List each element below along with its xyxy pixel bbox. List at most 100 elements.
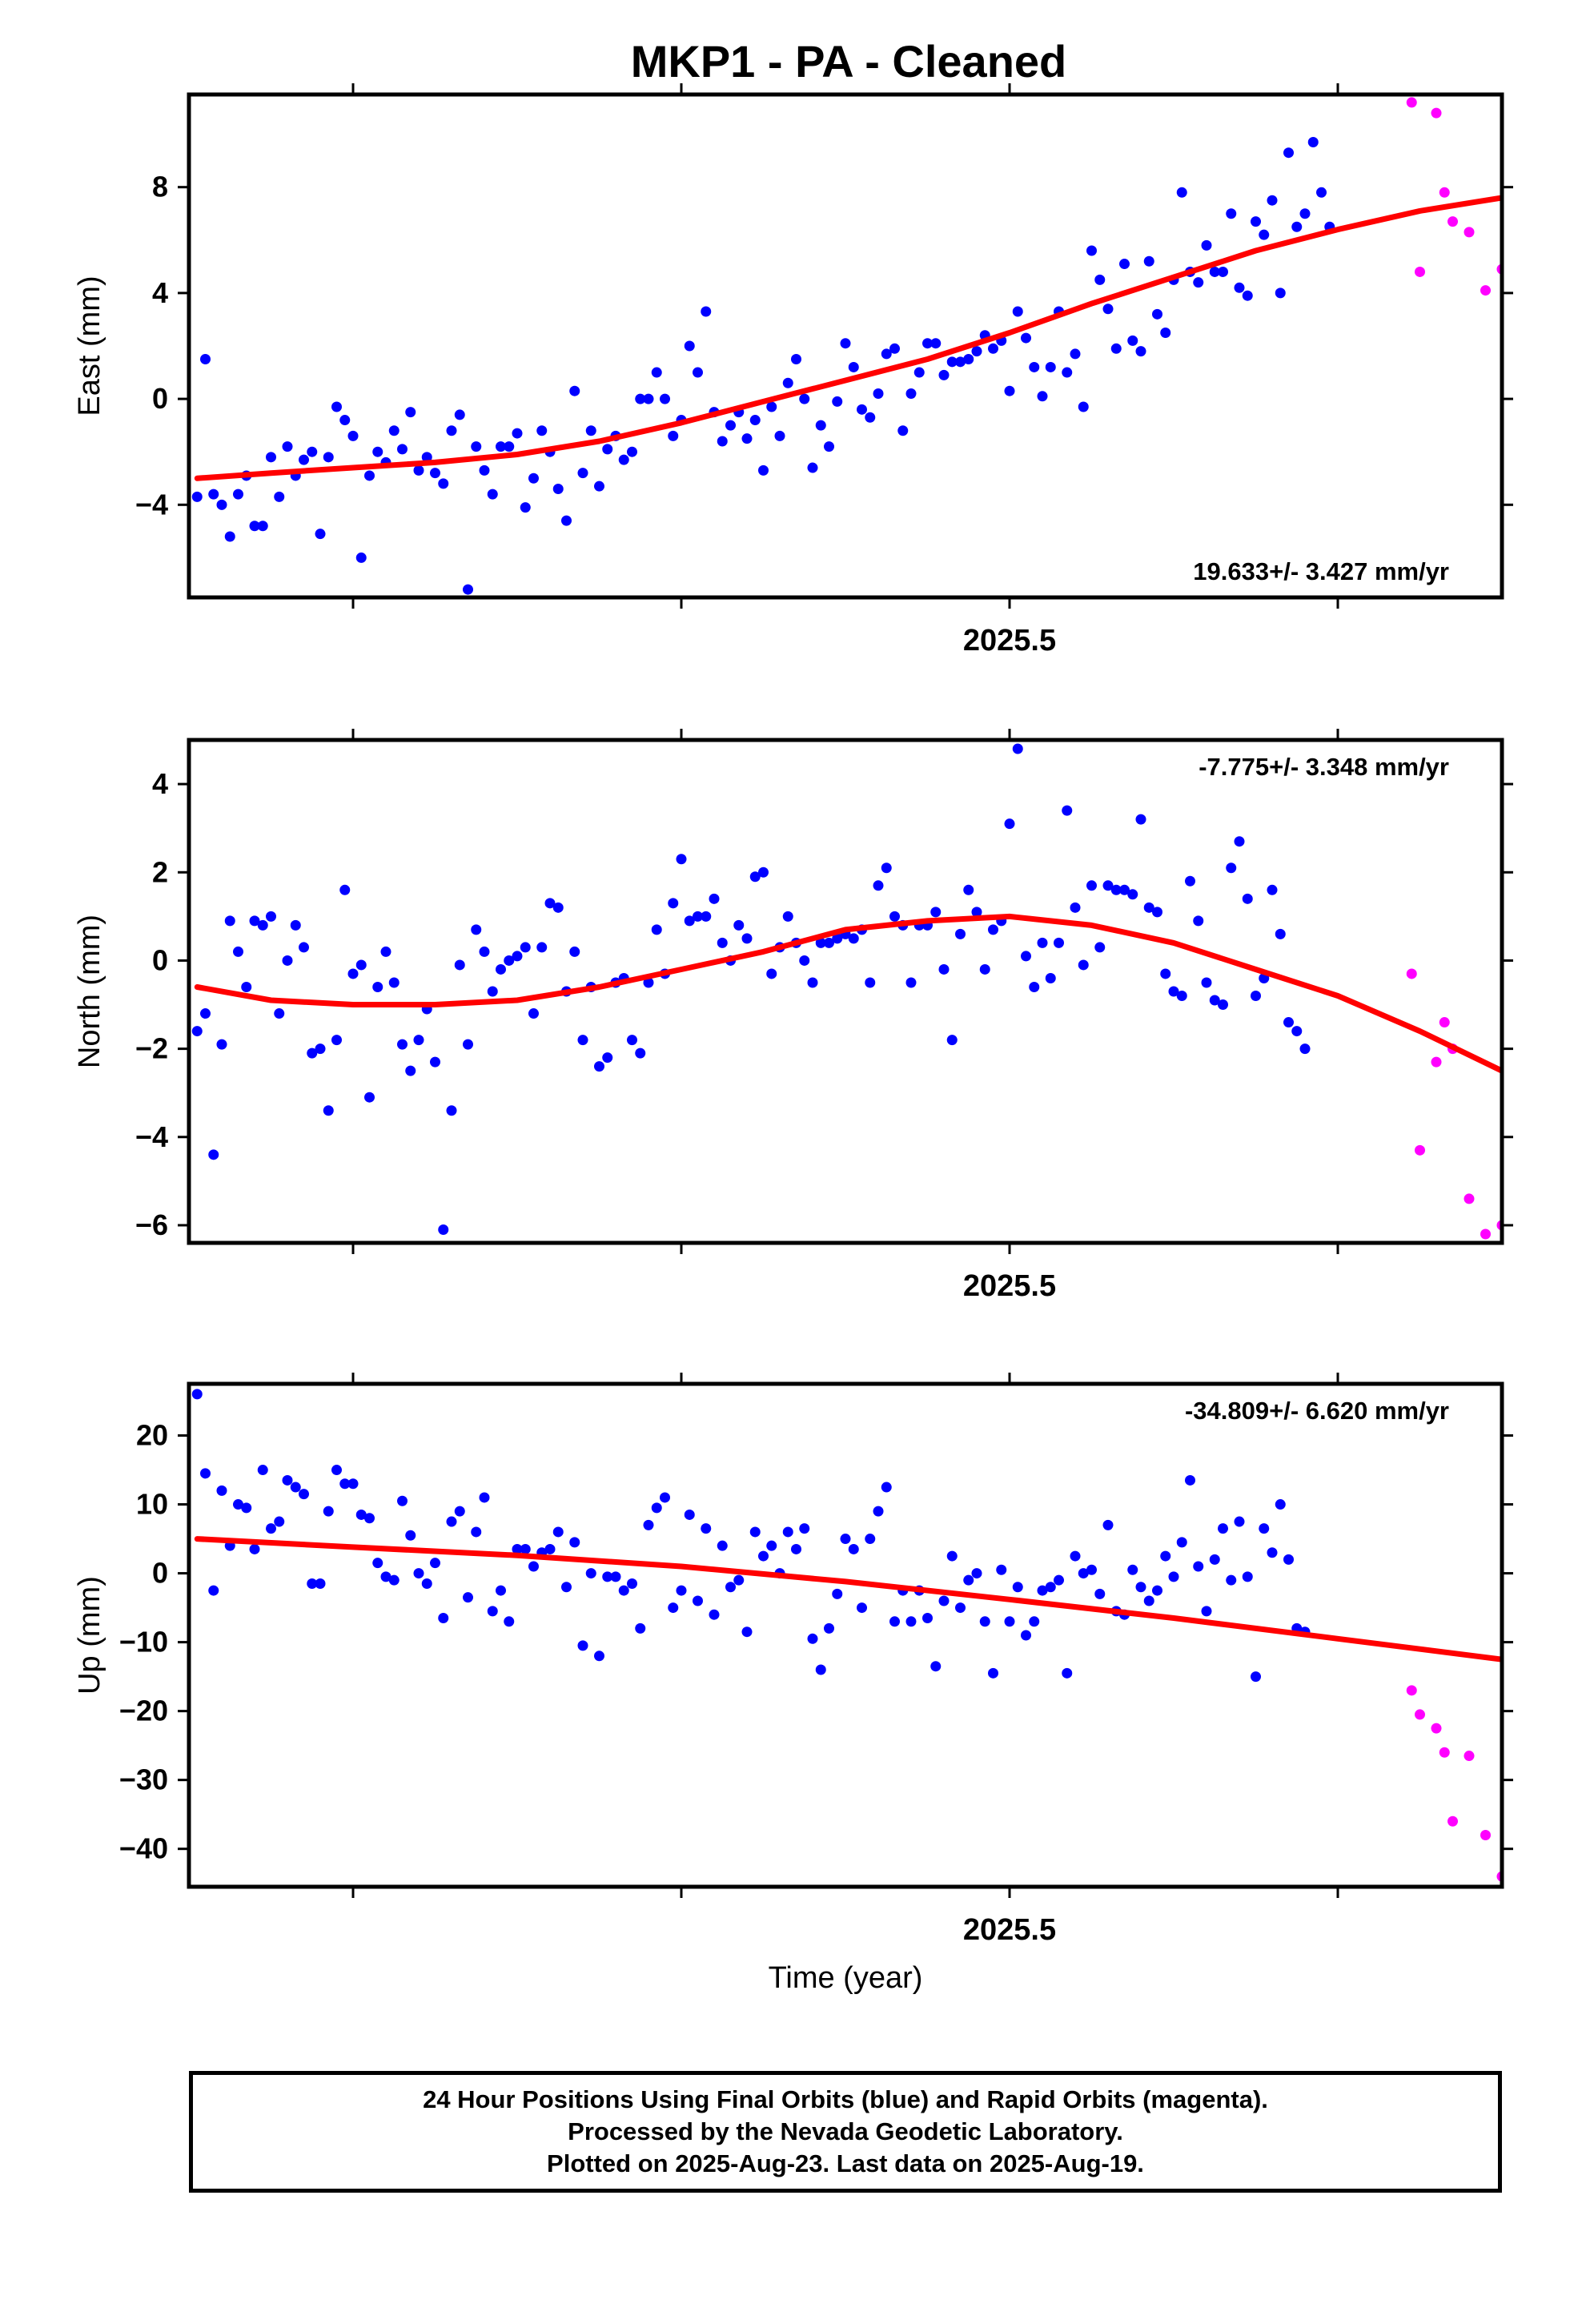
- final-orbit-point: [224, 915, 235, 927]
- final-orbit-point: [799, 393, 810, 404]
- y-tick-label: 4: [152, 276, 168, 309]
- final-orbit-point: [725, 1582, 736, 1593]
- final-orbit-point: [257, 1465, 268, 1476]
- final-orbit-point: [307, 1047, 318, 1059]
- fit-curve: [194, 1536, 1502, 1663]
- final-orbit-point: [552, 1526, 564, 1538]
- final-orbit-point: [413, 1035, 424, 1046]
- y-tick-label: −6: [135, 1208, 168, 1241]
- final-orbit-point: [766, 401, 777, 412]
- final-orbit-point: [282, 441, 293, 452]
- final-orbit-point: [208, 1149, 219, 1160]
- rapid-orbit-point: [1439, 187, 1450, 198]
- final-orbit-point: [1045, 972, 1056, 983]
- final-orbit-point: [1012, 743, 1023, 754]
- final-orbit-point: [1070, 902, 1081, 913]
- final-orbit-point: [717, 1540, 728, 1551]
- final-orbit-point: [1251, 1671, 1261, 1683]
- final-orbit-point: [496, 1585, 506, 1596]
- final-orbit-point: [1193, 915, 1204, 927]
- final-orbit-point: [1168, 986, 1179, 997]
- final-orbit-point: [1299, 208, 1311, 219]
- final-orbit-point: [1201, 977, 1212, 988]
- final-orbit-point: [693, 911, 703, 922]
- final-orbit-point: [331, 1465, 342, 1476]
- final-orbit-point: [1062, 805, 1073, 816]
- x-axis-label: Time (year): [769, 1961, 923, 1995]
- final-orbit-point: [536, 942, 548, 953]
- final-orbit-point: [364, 1092, 375, 1103]
- rate-label: -34.809+/- 6.620 mm/yr: [1185, 1397, 1449, 1425]
- final-orbit-point: [388, 977, 400, 988]
- final-orbit-point: [1209, 995, 1220, 1006]
- final-orbit-point: [749, 871, 761, 883]
- final-orbit-point: [479, 464, 490, 476]
- final-orbit-point: [905, 1616, 917, 1627]
- final-orbit-point: [446, 1516, 457, 1527]
- data-area: [191, 743, 1502, 1240]
- fit-curve: [194, 913, 1502, 1074]
- final-orbit-point: [1152, 907, 1162, 918]
- final-orbit-point: [1176, 1537, 1187, 1548]
- final-orbit-point: [1021, 332, 1031, 344]
- final-orbit-point: [536, 425, 548, 436]
- final-orbit-point: [1291, 1026, 1303, 1037]
- final-orbit-point: [1176, 187, 1187, 198]
- final-orbit-point: [307, 446, 318, 457]
- final-orbit-point: [233, 489, 243, 500]
- final-orbit-point: [323, 1105, 334, 1116]
- final-orbit-point: [307, 1578, 318, 1589]
- final-orbit-point: [208, 489, 219, 500]
- final-orbit-point: [512, 428, 523, 439]
- rapid-orbit-point: [1447, 1815, 1458, 1827]
- final-orbit-point: [1185, 1474, 1195, 1486]
- final-orbit-point: [1086, 880, 1097, 891]
- final-orbit-point: [963, 1574, 974, 1586]
- y-tick-label: −10: [119, 1626, 168, 1659]
- final-orbit-point: [446, 425, 457, 436]
- final-orbit-point: [1119, 259, 1130, 270]
- final-orbit-point: [561, 1582, 572, 1593]
- rapid-orbit-point: [1464, 1193, 1475, 1204]
- final-orbit-point: [741, 1626, 753, 1638]
- rapid-orbit-point: [1431, 1056, 1442, 1068]
- final-orbit-point: [1102, 304, 1114, 315]
- final-orbit-point: [988, 1667, 998, 1679]
- final-orbit-point: [635, 393, 646, 404]
- final-orbit-point: [1054, 937, 1064, 948]
- final-orbit-point: [405, 407, 416, 418]
- final-orbit-point: [1110, 884, 1122, 895]
- final-orbit-point: [1160, 1550, 1171, 1562]
- final-orbit-point: [487, 1606, 498, 1617]
- final-orbit-point: [610, 1571, 621, 1582]
- final-orbit-point: [848, 933, 859, 944]
- final-orbit-point: [1283, 147, 1294, 159]
- final-orbit-point: [1168, 1571, 1179, 1582]
- y-tick-label: −30: [119, 1763, 168, 1796]
- final-orbit-point: [930, 1661, 942, 1672]
- final-orbit-point: [1037, 391, 1048, 402]
- final-orbit-point: [282, 1474, 293, 1486]
- rapid-orbit-point: [1415, 1144, 1425, 1156]
- footer-line-1: 24 Hour Positions Using Final Orbits (bl…: [423, 2085, 1268, 2113]
- rapid-orbit-point: [1406, 97, 1417, 108]
- final-orbit-point: [1218, 266, 1228, 277]
- final-orbit-point: [643, 393, 654, 404]
- rapid-orbit-point: [1431, 1723, 1442, 1734]
- final-orbit-point: [1078, 401, 1089, 412]
- y-tick-label: 10: [136, 1488, 168, 1521]
- final-orbit-point: [233, 946, 243, 957]
- final-orbit-point: [1218, 999, 1228, 1011]
- rate-label: 19.633+/- 3.427 mm/yr: [1193, 557, 1449, 585]
- rapid-orbit-point: [1439, 1747, 1450, 1758]
- final-orbit-point: [463, 584, 473, 595]
- final-orbit-point: [331, 401, 342, 412]
- final-orbit-point: [602, 444, 613, 455]
- final-orbit-point: [971, 346, 982, 357]
- final-orbit-point: [463, 1592, 473, 1603]
- final-orbit-point: [397, 444, 408, 455]
- final-orbit-point: [282, 955, 293, 966]
- final-orbit-point: [1226, 862, 1237, 874]
- final-orbit-point: [1267, 195, 1278, 206]
